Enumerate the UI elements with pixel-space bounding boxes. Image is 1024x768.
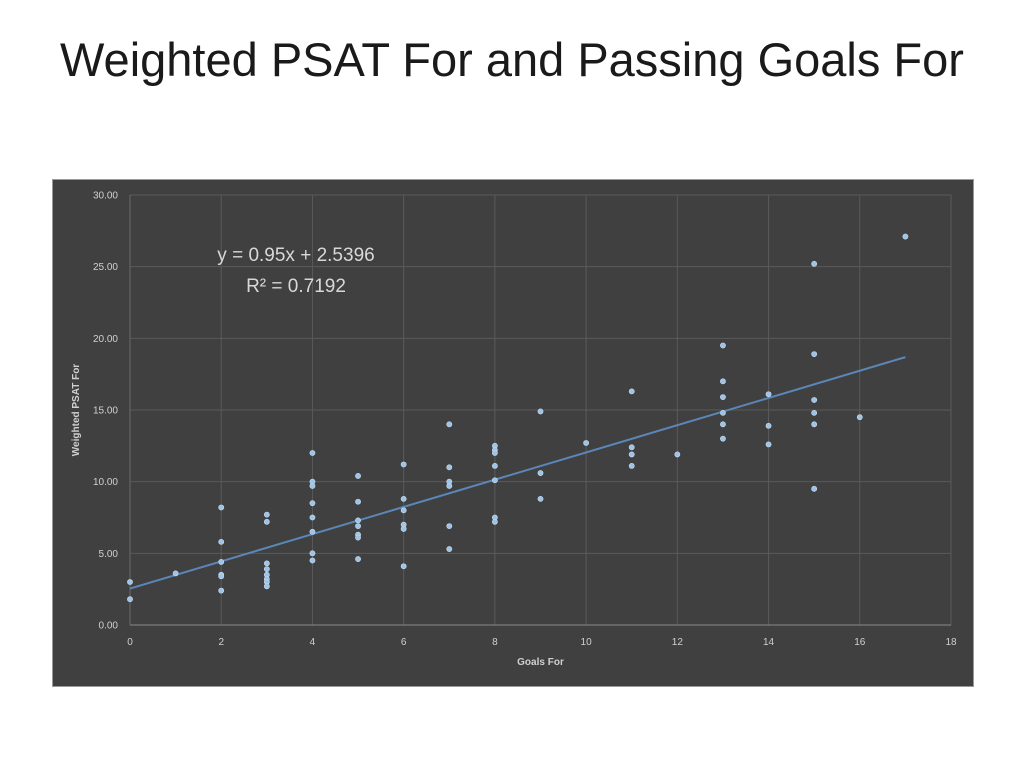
data-point: [628, 388, 635, 395]
data-point: [856, 414, 863, 421]
data-point: [355, 523, 361, 529]
data-point: [491, 477, 498, 484]
x-tick-label: 2: [218, 637, 224, 648]
data-point: [263, 583, 270, 590]
data-point: [263, 518, 270, 525]
data-point: [720, 409, 726, 416]
y-tick-label: 20.00: [93, 334, 118, 345]
data-point: [400, 507, 407, 514]
data-point: [400, 526, 407, 532]
x-tick-label: 14: [763, 637, 775, 648]
x-tick-label: 4: [310, 637, 316, 648]
y-tick-label: 15.00: [93, 406, 118, 417]
data-point: [811, 351, 818, 357]
data-point: [309, 550, 316, 557]
data-point: [218, 573, 225, 580]
data-point: [400, 495, 407, 502]
data-point: [491, 450, 498, 456]
data-point: [172, 570, 179, 577]
data-point: [127, 596, 133, 603]
chart-panel: 0.00 5.00 10.00 15.00 20.00 25.00 30.00 0 2 4 6 8 10…: [52, 179, 974, 687]
y-tick-label: 5.00: [99, 549, 119, 560]
data-point: [811, 409, 818, 416]
x-tick-label: 16: [854, 637, 866, 648]
data-point: [446, 421, 453, 428]
data-point: [720, 435, 726, 442]
x-tick-label: 18: [945, 637, 957, 648]
tick-labels: 0.00 5.00 10.00 15.00 20.00 25.00 30.00 0 2 4 6 8 10…: [93, 191, 957, 649]
data-point: [355, 517, 361, 524]
data-point: [628, 451, 635, 458]
data-point: [491, 518, 498, 525]
data-point: [355, 556, 361, 562]
data-point: [400, 563, 407, 570]
x-tick-label: 12: [672, 637, 684, 648]
y-tick-label: 0.00: [99, 621, 119, 632]
data-point: [263, 566, 270, 572]
data-point: [218, 504, 225, 511]
slide-title: Weighted PSAT For and Passing Goals For: [60, 33, 964, 86]
data-point: [309, 514, 316, 521]
data-point: [720, 394, 726, 400]
data-point: [811, 397, 818, 403]
data-point: [218, 538, 225, 545]
y-tick-label: 30.00: [93, 191, 118, 202]
x-tick-label: 0: [127, 637, 133, 648]
data-point: [446, 546, 453, 552]
scatter-chart: 0.00 5.00 10.00 15.00 20.00 25.00 30.00 0 2 4 6 8 10…: [71, 191, 957, 669]
data-point: [355, 498, 361, 505]
data-point: [355, 473, 361, 479]
data-point: [446, 464, 453, 471]
data-point: [811, 485, 818, 492]
x-tick-label: 10: [581, 637, 593, 648]
data-point: [628, 444, 635, 451]
data-point: [537, 408, 544, 415]
data-point: [720, 378, 726, 385]
data-point: [309, 483, 316, 489]
data-point: [811, 421, 818, 428]
data-point: [537, 495, 544, 502]
data-point: [446, 523, 453, 529]
data-point: [309, 528, 316, 535]
x-tick-label: 8: [492, 637, 498, 648]
data-point: [674, 451, 681, 458]
data-points: [127, 233, 909, 603]
data-point: [902, 233, 909, 240]
r-squared-label: R² = 0.7192: [246, 276, 346, 297]
y-tick-label: 10.00: [93, 477, 118, 488]
data-point: [309, 557, 316, 564]
data-point: [765, 391, 772, 398]
data-point: [720, 421, 726, 428]
data-point: [218, 559, 225, 565]
data-point: [583, 440, 590, 446]
x-axis-title: Goals For: [517, 657, 564, 668]
data-point: [628, 462, 635, 469]
data-point: [446, 483, 453, 489]
data-point: [355, 534, 361, 541]
data-point: [309, 500, 316, 507]
data-point: [765, 422, 772, 429]
data-point: [218, 587, 225, 594]
data-point: [537, 470, 544, 476]
data-point: [811, 260, 818, 267]
y-tick-label: 25.00: [93, 262, 118, 273]
data-point: [263, 560, 270, 567]
gridlines: [129, 194, 952, 626]
data-point: [400, 461, 407, 468]
trendline-equation: y = 0.95x + 2.5396: [217, 245, 374, 266]
data-point: [720, 342, 726, 349]
data-point: [309, 450, 316, 456]
axes: [129, 195, 951, 626]
x-tick-label: 6: [401, 637, 407, 648]
y-axis-title: Weighted PSAT For: [71, 364, 82, 457]
data-point: [491, 462, 498, 469]
data-point: [127, 579, 133, 585]
data-point: [263, 511, 270, 518]
trendline: [129, 356, 906, 590]
data-point: [765, 441, 772, 448]
